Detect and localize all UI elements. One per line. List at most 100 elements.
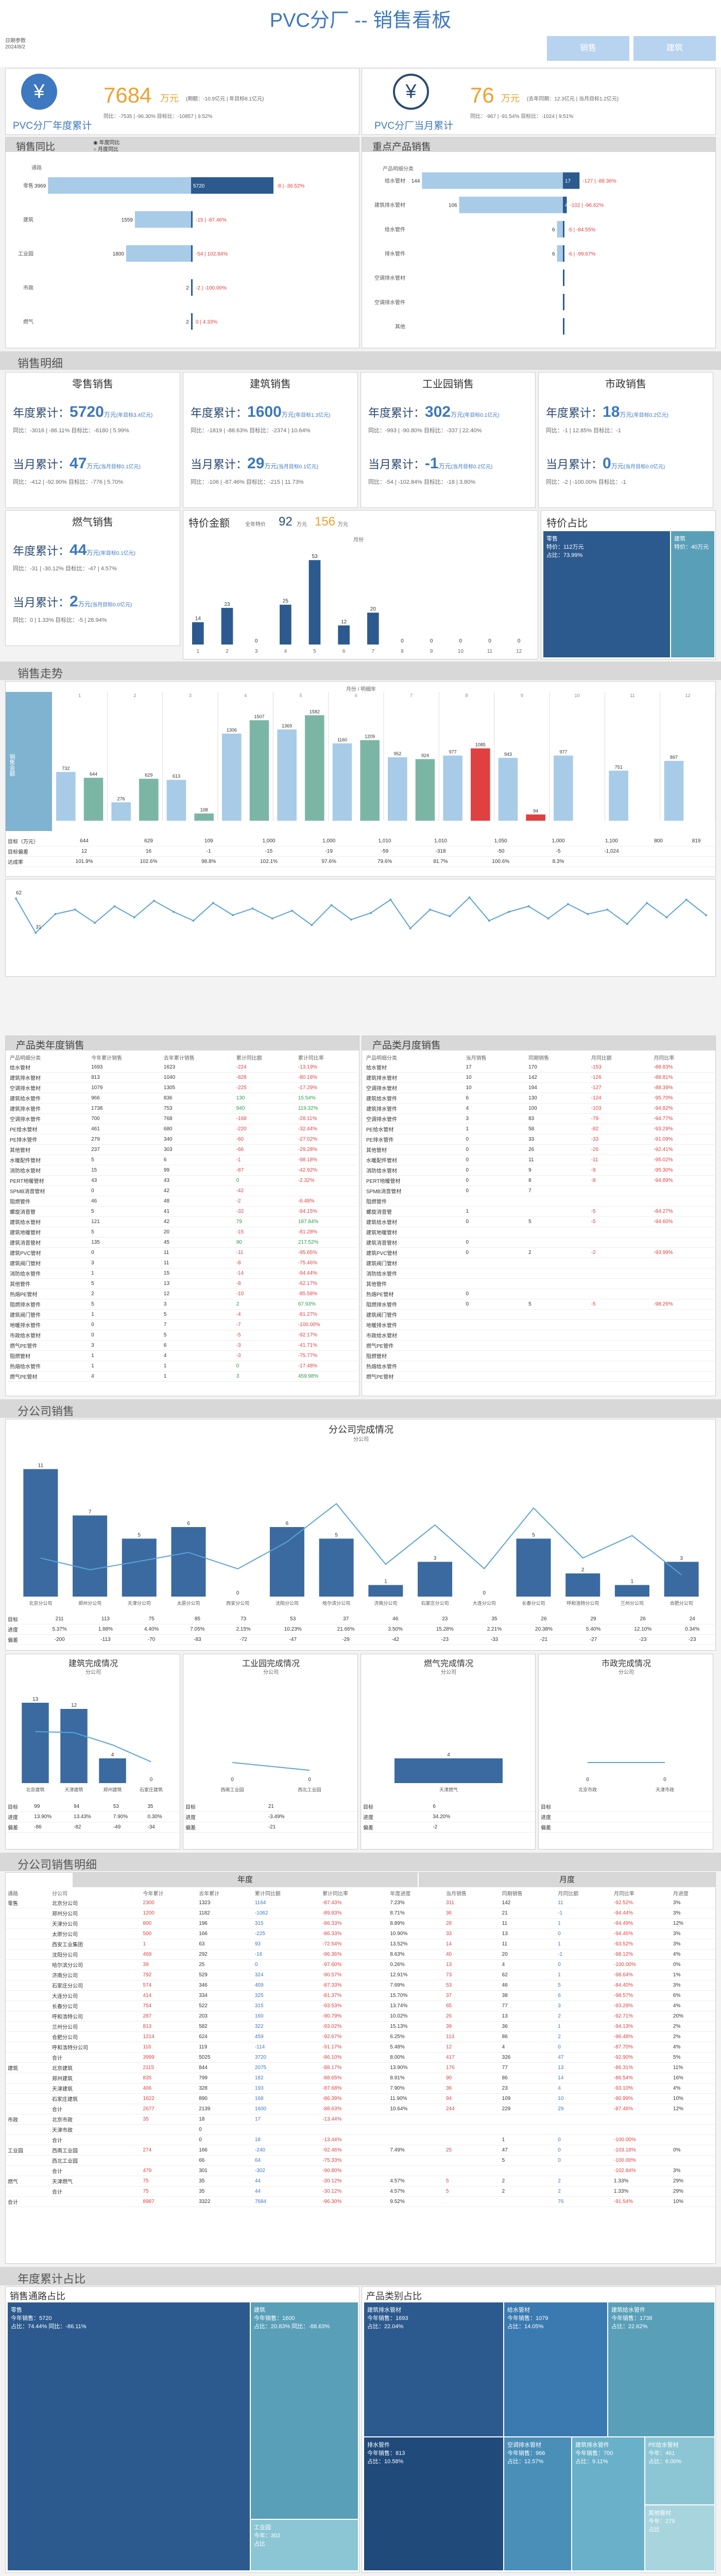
column-header[interactable]: 累计同比率 bbox=[322, 1891, 349, 1897]
table-row[interactable]: 建筑给水管材 121 42 79 187.84% bbox=[8, 1216, 358, 1227]
trend-bar[interactable] bbox=[526, 814, 545, 821]
table-row[interactable]: SPMB消音管材 0 7 bbox=[364, 1185, 714, 1196]
table-row[interactable]: 建筑 北京建筑 2115 844 2075 -88.17% 13.90% 176 77 13 -86… bbox=[6, 2062, 715, 2073]
table-row[interactable]: 市政 北京市政 35 18 17 -13.44% bbox=[6, 2114, 715, 2125]
trend-bar[interactable] bbox=[111, 802, 131, 821]
share-tile-build[interactable]: 建筑 特价：40万元 bbox=[671, 531, 714, 657]
table-row[interactable]: 沈阳分公司 469 292 -16 -96.36% 8.63% 40 20 -1 -98.12% 4… bbox=[6, 1949, 715, 1960]
trend-point[interactable] bbox=[192, 920, 195, 922]
special-bar[interactable] bbox=[280, 604, 291, 645]
branch-bar[interactable] bbox=[99, 1758, 126, 1783]
table-row[interactable]: 建筑地暖管材 5 20 -15 -81.28% bbox=[8, 1227, 358, 1238]
trend-point[interactable] bbox=[705, 914, 707, 917]
trend-point[interactable] bbox=[291, 909, 293, 912]
table-row[interactable]: 呼和浩特公司 287 203 160 -90.79% 10.02% 26 13 2 -92.71%… bbox=[6, 2011, 715, 2022]
table-row[interactable]: 石家庄分公司 574 346 409 -87.33% 7.69% 53 46 5 -84.40% 3… bbox=[6, 1980, 715, 1991]
trend-bar[interactable] bbox=[443, 755, 462, 821]
trend-point[interactable] bbox=[488, 920, 490, 922]
trend-bar[interactable] bbox=[305, 715, 324, 821]
table-row[interactable]: 建筑消音管材 135 45 90 217.52% bbox=[8, 1237, 358, 1248]
bar-this-year[interactable] bbox=[563, 294, 564, 311]
branch-bar[interactable] bbox=[171, 1527, 206, 1597]
table-row[interactable]: 合计 2677 2139 1600 -88.63% 10.64% 244 229 29 -87.4… bbox=[6, 2104, 715, 2114]
trend-point[interactable] bbox=[133, 916, 135, 919]
table-row[interactable]: 太原分公司 500 166 -225 -86.33% 10.90% 33 13 0 -94.46%… bbox=[6, 1928, 715, 1939]
trend-point[interactable] bbox=[35, 931, 37, 934]
trend-point[interactable] bbox=[271, 917, 273, 920]
table-row[interactable]: 空调排水管件 700 768 -168 -28.11% bbox=[8, 1113, 358, 1124]
branch-bar[interactable] bbox=[122, 1538, 157, 1597]
table-row[interactable]: PERT地暖管材 43 43 0 -2.32% bbox=[8, 1175, 358, 1186]
column-header[interactable]: 同期销售 bbox=[528, 1056, 550, 1061]
trend-bar[interactable] bbox=[609, 770, 628, 821]
bar-this-year[interactable] bbox=[563, 221, 564, 238]
trend-bar[interactable] bbox=[388, 757, 407, 821]
branch-bar[interactable] bbox=[73, 1515, 108, 1597]
trend-point[interactable] bbox=[665, 916, 668, 919]
table-row[interactable]: 其他管材 0 26 -26 -92.41% bbox=[364, 1144, 714, 1155]
table-row[interactable]: 郑州建筑 835 799 182 -88.65% 8.91% 90 86 14 -86.54% 16… bbox=[6, 2073, 715, 2083]
category-tile[interactable]: 建筑排水管件 今年销售：700 占比：9.11% bbox=[572, 2437, 644, 2570]
branch-bar[interactable] bbox=[614, 1585, 649, 1597]
table-row[interactable]: 燃气 天津燃气 75 35 44 -30.12% 4.57% 5 2 2 1.33% 29% bbox=[6, 2176, 715, 2187]
trend-bar[interactable] bbox=[415, 759, 435, 821]
category-tile[interactable]: 建筑给水管件 今年销售：1738 占比：22.62% bbox=[608, 2302, 714, 2436]
column-header[interactable]: 分公司 bbox=[52, 1891, 67, 1897]
table-row[interactable]: 螺旋消音管 1 -5 -84.27% bbox=[364, 1206, 714, 1217]
detail-card[interactable]: 建筑销售 年度累计：1600万元(年目标1.3亿元) 同比：-1819 | -88.… bbox=[183, 372, 358, 508]
special-bar[interactable] bbox=[338, 625, 350, 645]
bar-last-year[interactable] bbox=[422, 172, 563, 189]
trend-point[interactable] bbox=[429, 908, 431, 911]
trend-point[interactable] bbox=[587, 913, 589, 916]
trend-point[interactable] bbox=[547, 917, 550, 920]
bar-this-year[interactable] bbox=[563, 196, 567, 213]
trend-point[interactable] bbox=[153, 900, 155, 902]
table-row[interactable]: 济南分公司 792 529 324 -90.57% 12.91% 73 62 1 -98.64% 1… bbox=[6, 1970, 715, 1980]
trend-point[interactable] bbox=[330, 904, 333, 906]
table-row[interactable]: PERT地暖管材 0 8 -8 -94.89% bbox=[364, 1175, 714, 1186]
trend-point[interactable] bbox=[370, 912, 372, 914]
trend-bar[interactable] bbox=[554, 755, 573, 821]
category-tile[interactable]: 排水管件 今年销售：813 占比：10.58% bbox=[364, 2437, 503, 2570]
trend-point[interactable] bbox=[15, 897, 17, 900]
branch-bar[interactable] bbox=[394, 1758, 503, 1783]
column-header[interactable]: 月同比额 bbox=[558, 1891, 579, 1897]
column-header[interactable]: 今年累计 bbox=[143, 1891, 164, 1897]
table-row[interactable]: 西北工业园 66 64 -75.33% 5 0 -100.00% bbox=[6, 2155, 715, 2166]
branch-bar[interactable] bbox=[368, 1585, 403, 1597]
table-row[interactable]: 消防给水管件 bbox=[364, 1268, 714, 1279]
column-header[interactable]: 月同比额 bbox=[591, 1056, 612, 1061]
trend-point[interactable] bbox=[389, 899, 392, 901]
channel-tile[interactable]: 建筑 今年销售：1600 占比：20.83% 同比：-88.63% bbox=[251, 2302, 358, 2519]
table-row[interactable]: PE排水管件 279 340 -60 -27.02% bbox=[8, 1134, 358, 1145]
bar-this-year[interactable] bbox=[563, 245, 564, 262]
table-row[interactable]: 热熔给水管件 1 1 0 -17.48% bbox=[8, 1361, 358, 1371]
table-row[interactable]: 合计 75 35 44 -30.12% 4.57% 5 2 2 1.33% 29% bbox=[6, 2186, 715, 2197]
table-row[interactable]: 燃气PE管材 bbox=[364, 1371, 714, 1382]
table-row[interactable]: 消防给水管材 15 99 -87 -42.92% bbox=[8, 1165, 358, 1176]
category-tile[interactable]: 给水管材 今年销售：1079 占比：14.05% bbox=[504, 2302, 607, 2436]
bar-this-year[interactable] bbox=[191, 211, 193, 228]
detail-card[interactable]: 零售销售 年度累计：5720万元(年目标3.4亿元) 同比：-3016 | -86.… bbox=[5, 372, 180, 508]
column-header[interactable]: 产品明细分类 bbox=[366, 1056, 397, 1061]
branch-bar[interactable] bbox=[319, 1538, 354, 1597]
table-row[interactable]: 合计 3999 5025 3720 -86.10% 8.00% 417 326 47 -92.90… bbox=[6, 2052, 715, 2063]
table-row[interactable]: 螺旋消音管 5 41 -32 -94.15% bbox=[8, 1206, 358, 1217]
trend-bar[interactable] bbox=[222, 733, 242, 821]
trend-point[interactable] bbox=[350, 918, 352, 921]
table-row[interactable]: 燃气PE管件 3 6 -3 -41.71% bbox=[8, 1340, 358, 1351]
table-row[interactable]: 阻燃排水管件 0 5 -5 -98.26% bbox=[364, 1299, 714, 1310]
table-row[interactable]: 西安工业集团 1 63 93 -72.54% 13.52% 14 11 1 -93.52% 3% bbox=[6, 1939, 715, 1950]
table-row[interactable]: 阻燃管件 46 48 -2 -6.48% bbox=[8, 1196, 358, 1207]
bar-this-year[interactable] bbox=[191, 177, 273, 194]
bar-this-year[interactable] bbox=[563, 172, 580, 189]
table-row[interactable]: 建筑排水管材 813 1040 -828 -80.18% bbox=[8, 1072, 358, 1083]
column-header[interactable]: 去年累计销售 bbox=[163, 1056, 195, 1061]
trend-point[interactable] bbox=[54, 913, 57, 916]
table-row[interactable]: 消防给水管材 0 9 -9 -95.30% bbox=[364, 1165, 714, 1176]
trend-bar[interactable] bbox=[249, 720, 269, 821]
table-row[interactable]: 市政给水管材 0 5 -5 -92.17% bbox=[8, 1330, 358, 1341]
column-header[interactable]: 月同比率 bbox=[654, 1056, 675, 1061]
bar-this-year[interactable] bbox=[563, 269, 564, 286]
trend-point[interactable] bbox=[251, 907, 254, 910]
